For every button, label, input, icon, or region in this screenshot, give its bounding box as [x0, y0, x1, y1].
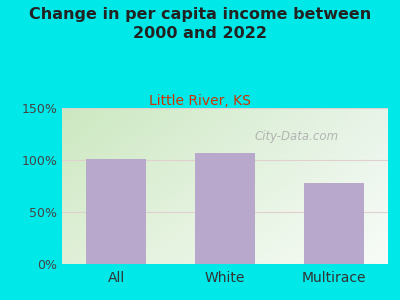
- Text: Little River, KS: Little River, KS: [149, 94, 251, 109]
- Text: City-Data.com: City-Data.com: [255, 130, 339, 142]
- Text: Change in per capita income between
2000 and 2022: Change in per capita income between 2000…: [29, 8, 371, 41]
- Bar: [195, 153, 255, 264]
- Bar: [86, 159, 146, 264]
- Bar: [304, 183, 364, 264]
